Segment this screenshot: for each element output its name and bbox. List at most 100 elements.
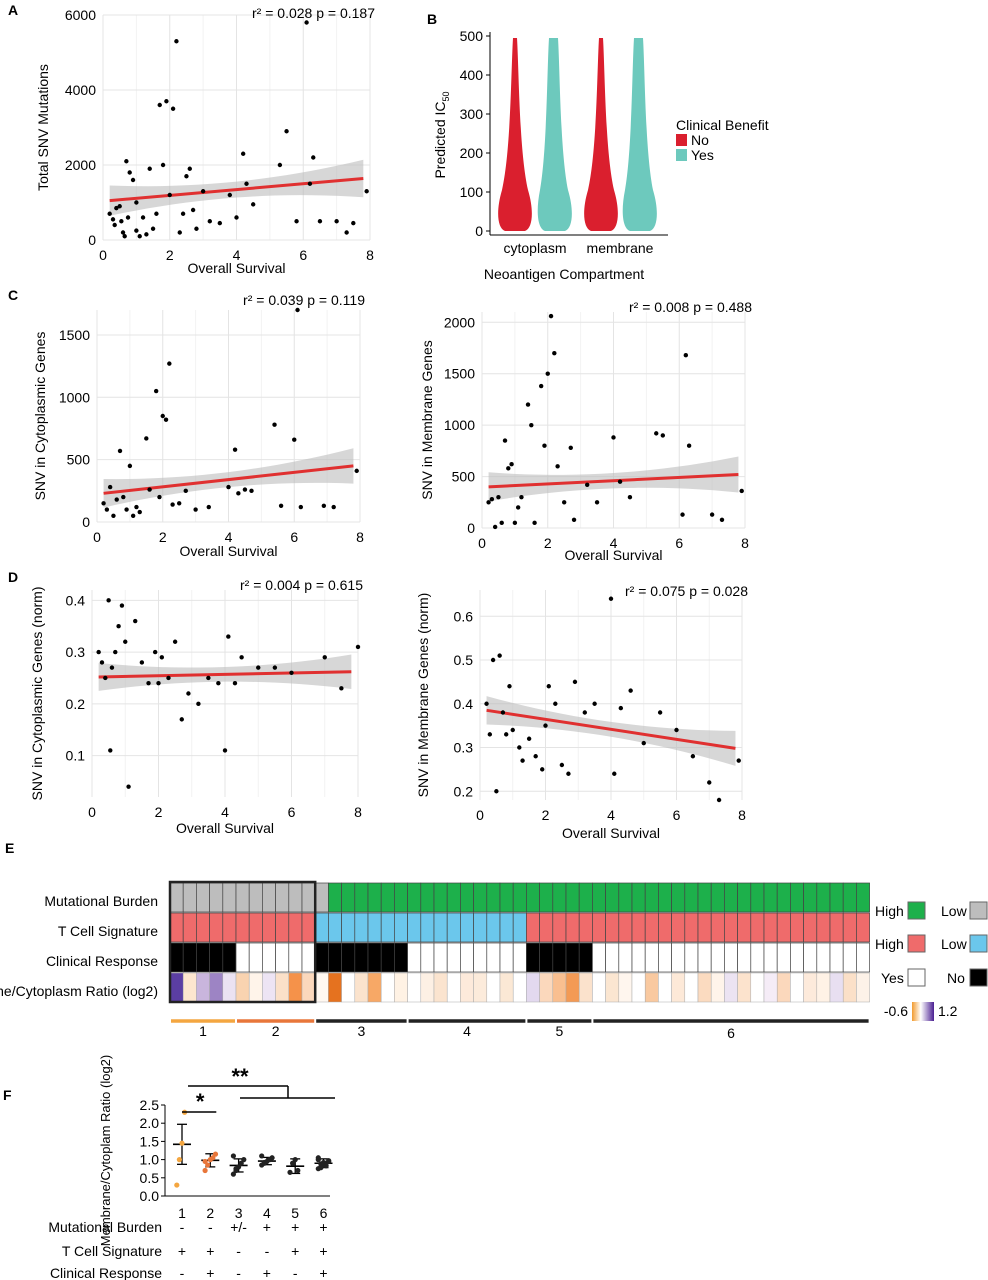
- data-point: [152, 649, 158, 655]
- data-point: [116, 624, 121, 629]
- data-point: [99, 660, 105, 665]
- heatmap-cell-response: [499, 942, 514, 973]
- heatmap-cell-ratio: [816, 972, 831, 1003]
- heatmap-cell-response: [328, 942, 342, 973]
- x-tick-label: 2: [155, 804, 163, 820]
- heatmap-cell-burden: [394, 882, 408, 913]
- f-y-tick-label: 1.0: [140, 1152, 160, 1168]
- heatmap-cell-response: [341, 942, 356, 973]
- heatmap-cell-tcell: [499, 912, 514, 943]
- regression-line: [98, 670, 352, 679]
- y-tick-label: 0: [88, 232, 96, 248]
- x-tick-label: 0: [93, 529, 101, 545]
- data-point: [298, 504, 304, 510]
- data-point: [170, 502, 175, 507]
- heatmap-cell-burden: [460, 882, 474, 913]
- data-point: [144, 436, 149, 441]
- x-tick-label: 6: [290, 529, 298, 545]
- data-point: [627, 494, 633, 500]
- y-tick-label: 0.3: [66, 644, 86, 660]
- heatmap-cell-ratio: [578, 972, 593, 1003]
- heatmap-cell-burden: [499, 882, 514, 913]
- data-point: [167, 361, 172, 366]
- heatmap-cell-response: [222, 942, 237, 973]
- data-point: [354, 468, 359, 474]
- data-point: [510, 727, 515, 733]
- heatmap-cell-burden: [473, 882, 488, 913]
- data-point: [117, 204, 122, 209]
- heatmap-cell-ratio: [288, 972, 303, 1003]
- violin-legend-no-swatch: [676, 134, 687, 146]
- f-group-label: 6: [320, 1205, 328, 1221]
- data-point: [321, 503, 327, 508]
- violin-legend-yes-label: Yes: [691, 147, 714, 163]
- heatmap-cell-ratio: [407, 972, 422, 1003]
- data-point: [160, 413, 165, 419]
- data-point: [553, 701, 558, 706]
- heatmap-cell-burden: [790, 882, 804, 913]
- data-point: [548, 313, 554, 319]
- data-point: [719, 517, 725, 522]
- data-point: [250, 202, 256, 207]
- f-table-cell: +: [319, 1219, 327, 1235]
- data-point: [232, 680, 238, 686]
- f-table-cell: +: [291, 1243, 299, 1259]
- heatmap-cell-burden: [433, 882, 448, 913]
- heatmap-cell-response: [394, 942, 408, 973]
- heatmap-cell-ratio: [671, 972, 686, 1003]
- heatmap-cell-tcell: [842, 912, 857, 943]
- legend-tcell-high-swatch: [907, 934, 926, 953]
- heatmap-cell-ratio: [222, 972, 237, 1003]
- data-point: [114, 205, 119, 211]
- heatmap-cell-ratio: [235, 972, 250, 1003]
- y-axis-label: SNV in Membrane Genes: [419, 340, 435, 500]
- heatmap-cell-response: [512, 942, 527, 973]
- heatmap-cell-response: [776, 942, 791, 973]
- f-table-cell: -: [180, 1219, 185, 1235]
- data-point: [227, 192, 233, 198]
- heatmap-cell-burden: [552, 882, 567, 913]
- confidence-band: [109, 159, 364, 216]
- heatmap-cell-tcell: [697, 912, 712, 943]
- y-tick-label: 0.2: [454, 783, 474, 799]
- y-tick-label: 0.2: [66, 696, 86, 712]
- y-tick-label: 0: [82, 514, 90, 530]
- heatmap-cell-burden: [196, 882, 210, 913]
- x-tick-label: 4: [610, 535, 618, 551]
- heatmap-cell-burden: [592, 882, 606, 913]
- data-point: [487, 732, 493, 737]
- data-point: [114, 497, 119, 502]
- heatmap-cell-response: [552, 942, 567, 973]
- y-tick-label: 0.1: [66, 748, 86, 764]
- f-data-point: [233, 1166, 239, 1172]
- f-data-point: [202, 1158, 208, 1165]
- heatmap-row-label-clinical-response: Clinical Response: [46, 953, 158, 969]
- data-point: [96, 649, 101, 655]
- heatmap-row-label-t-cell: T Cell Signature: [58, 923, 158, 939]
- heatmap-cell-response: [644, 942, 659, 973]
- heatmap-cell-tcell: [446, 912, 461, 943]
- violin-y-tick-label: 0: [475, 223, 483, 239]
- scatter-panel-1: 0 2 4 6 8 0 500 1000 1500 r² = 0.039 p = 0.119 Ove…: [32, 292, 365, 559]
- violin-membrane-yes: [622, 38, 657, 231]
- data-point: [242, 487, 248, 492]
- stats-annotation: r² = 0.039 p = 0.119: [243, 292, 365, 308]
- y-tick-label: 4000: [65, 82, 96, 98]
- f-table-cell: +: [319, 1265, 327, 1280]
- x-axis-label: Overall Survival: [187, 260, 285, 276]
- f-table-cell: -: [236, 1243, 241, 1259]
- x-tick-label: 8: [366, 247, 374, 263]
- f-y-tick-label: 1.5: [140, 1133, 160, 1149]
- heatmap-cell-response: [829, 942, 844, 973]
- heatmap-cell-burden: [658, 882, 672, 913]
- data-point: [244, 181, 249, 186]
- data-point: [239, 655, 244, 660]
- data-point: [177, 230, 182, 235]
- data-point: [561, 500, 567, 505]
- data-point: [289, 670, 294, 675]
- violin-membrane-no: [584, 38, 618, 231]
- data-point: [617, 479, 623, 484]
- heatmap-cell-response: [697, 942, 712, 973]
- data-point: [179, 717, 184, 722]
- heatmap-cell-ratio: [275, 972, 290, 1003]
